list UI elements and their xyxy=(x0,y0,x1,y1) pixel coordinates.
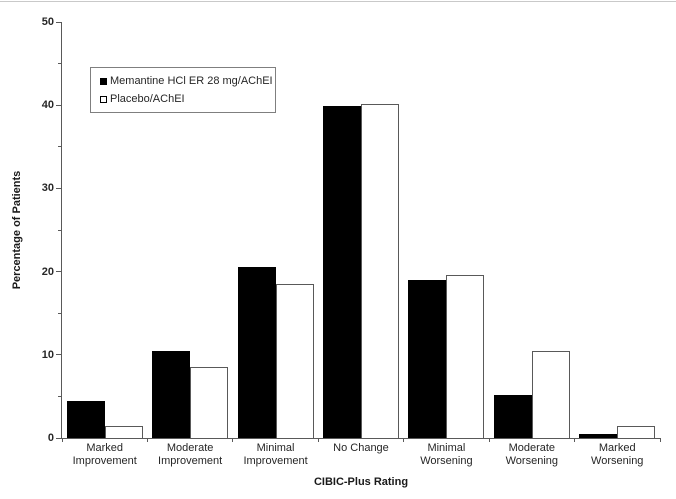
x-boundary-tick xyxy=(232,438,234,442)
x-category-labels: Marked Improvement Moderate Improvement Mi… xyxy=(62,442,660,468)
x-category-label: Moderate Improvement xyxy=(158,442,223,467)
bar-memantine xyxy=(237,267,276,438)
legend-item-placebo: Placebo/AChEI xyxy=(100,93,267,106)
y-tick-label: 50 xyxy=(41,16,54,28)
bar-groups xyxy=(62,22,660,438)
x-boundary-tick xyxy=(659,438,661,442)
x-category-label: Minimal Worsening xyxy=(420,442,473,467)
y-major-tick xyxy=(56,354,61,356)
x-category-label: Marked Improvement xyxy=(72,442,137,467)
x-category-label: Marked Worsening xyxy=(591,442,644,467)
bar-group xyxy=(62,22,147,438)
bar-group xyxy=(233,22,318,438)
bar-placebo xyxy=(360,104,399,438)
bar-placebo xyxy=(617,425,656,438)
x-boundary-tick xyxy=(317,438,319,442)
y-minor-tick xyxy=(58,146,61,148)
y-tick-label: 30 xyxy=(41,182,54,195)
y-major-tick xyxy=(56,271,61,273)
legend-swatch-filled-square-icon xyxy=(100,78,107,85)
bar-placebo xyxy=(531,351,570,438)
x-boundary-tick xyxy=(61,438,63,442)
bar-placebo xyxy=(275,284,314,438)
bar-placebo xyxy=(190,367,229,438)
y-major-tick xyxy=(56,187,61,189)
bar-memantine xyxy=(408,279,447,438)
x-category-label: No Change xyxy=(333,442,389,454)
y-minor-tick xyxy=(58,229,61,231)
plot-area: 0 10 20 30 40 50 Memantine HCl ER 28 mg/AChEI… xyxy=(42,16,661,444)
x-category-label: Minimal Improvement xyxy=(243,442,308,467)
bar-group xyxy=(318,22,403,438)
y-major-tick xyxy=(56,104,61,106)
x-boundary-tick xyxy=(146,438,148,442)
bar-memantine xyxy=(152,351,191,438)
y-tick-label: 0 xyxy=(47,432,54,444)
x-category-label: Moderate Worsening xyxy=(505,442,559,467)
x-boundary-tick xyxy=(574,438,576,442)
bar-memantine xyxy=(66,400,105,438)
y-tick-label: 20 xyxy=(41,265,54,278)
y-tick-label: 10 xyxy=(41,348,54,361)
x-axis-line xyxy=(61,438,661,439)
x-boundary-tick xyxy=(488,438,490,442)
legend-label: Placebo/AChEI xyxy=(110,93,185,105)
bar-placebo xyxy=(104,425,143,438)
legend: Memantine HCl ER 28 mg/AChEI Placebo/ACh… xyxy=(90,67,276,113)
x-axis-title: CIBIC-Plus Rating xyxy=(313,476,409,488)
y-major-tick xyxy=(56,21,61,23)
bar-placebo xyxy=(446,274,485,438)
y-axis-title: Percentage of Patients xyxy=(11,170,23,290)
y-minor-tick xyxy=(58,395,61,397)
bar-memantine xyxy=(322,106,361,438)
figure-top-border xyxy=(0,1,676,2)
y-major-tick xyxy=(56,437,61,439)
y-minor-tick xyxy=(58,312,61,314)
legend-label: Memantine HCl ER 28 mg/AChEI xyxy=(110,75,273,87)
bar-memantine xyxy=(493,394,532,438)
legend-item-memantine: Memantine HCl ER 28 mg/AChEI xyxy=(100,75,273,88)
x-boundary-tick xyxy=(403,438,405,442)
bar-group xyxy=(489,22,574,438)
y-minor-tick xyxy=(58,63,61,65)
legend-swatch-open-square-icon xyxy=(100,96,107,103)
bar-group xyxy=(575,22,660,438)
y-tick-label: 40 xyxy=(41,99,54,112)
bar-group xyxy=(404,22,489,438)
y-axis-line xyxy=(61,22,62,438)
bar-group xyxy=(147,22,232,438)
bar-memantine xyxy=(579,433,618,438)
